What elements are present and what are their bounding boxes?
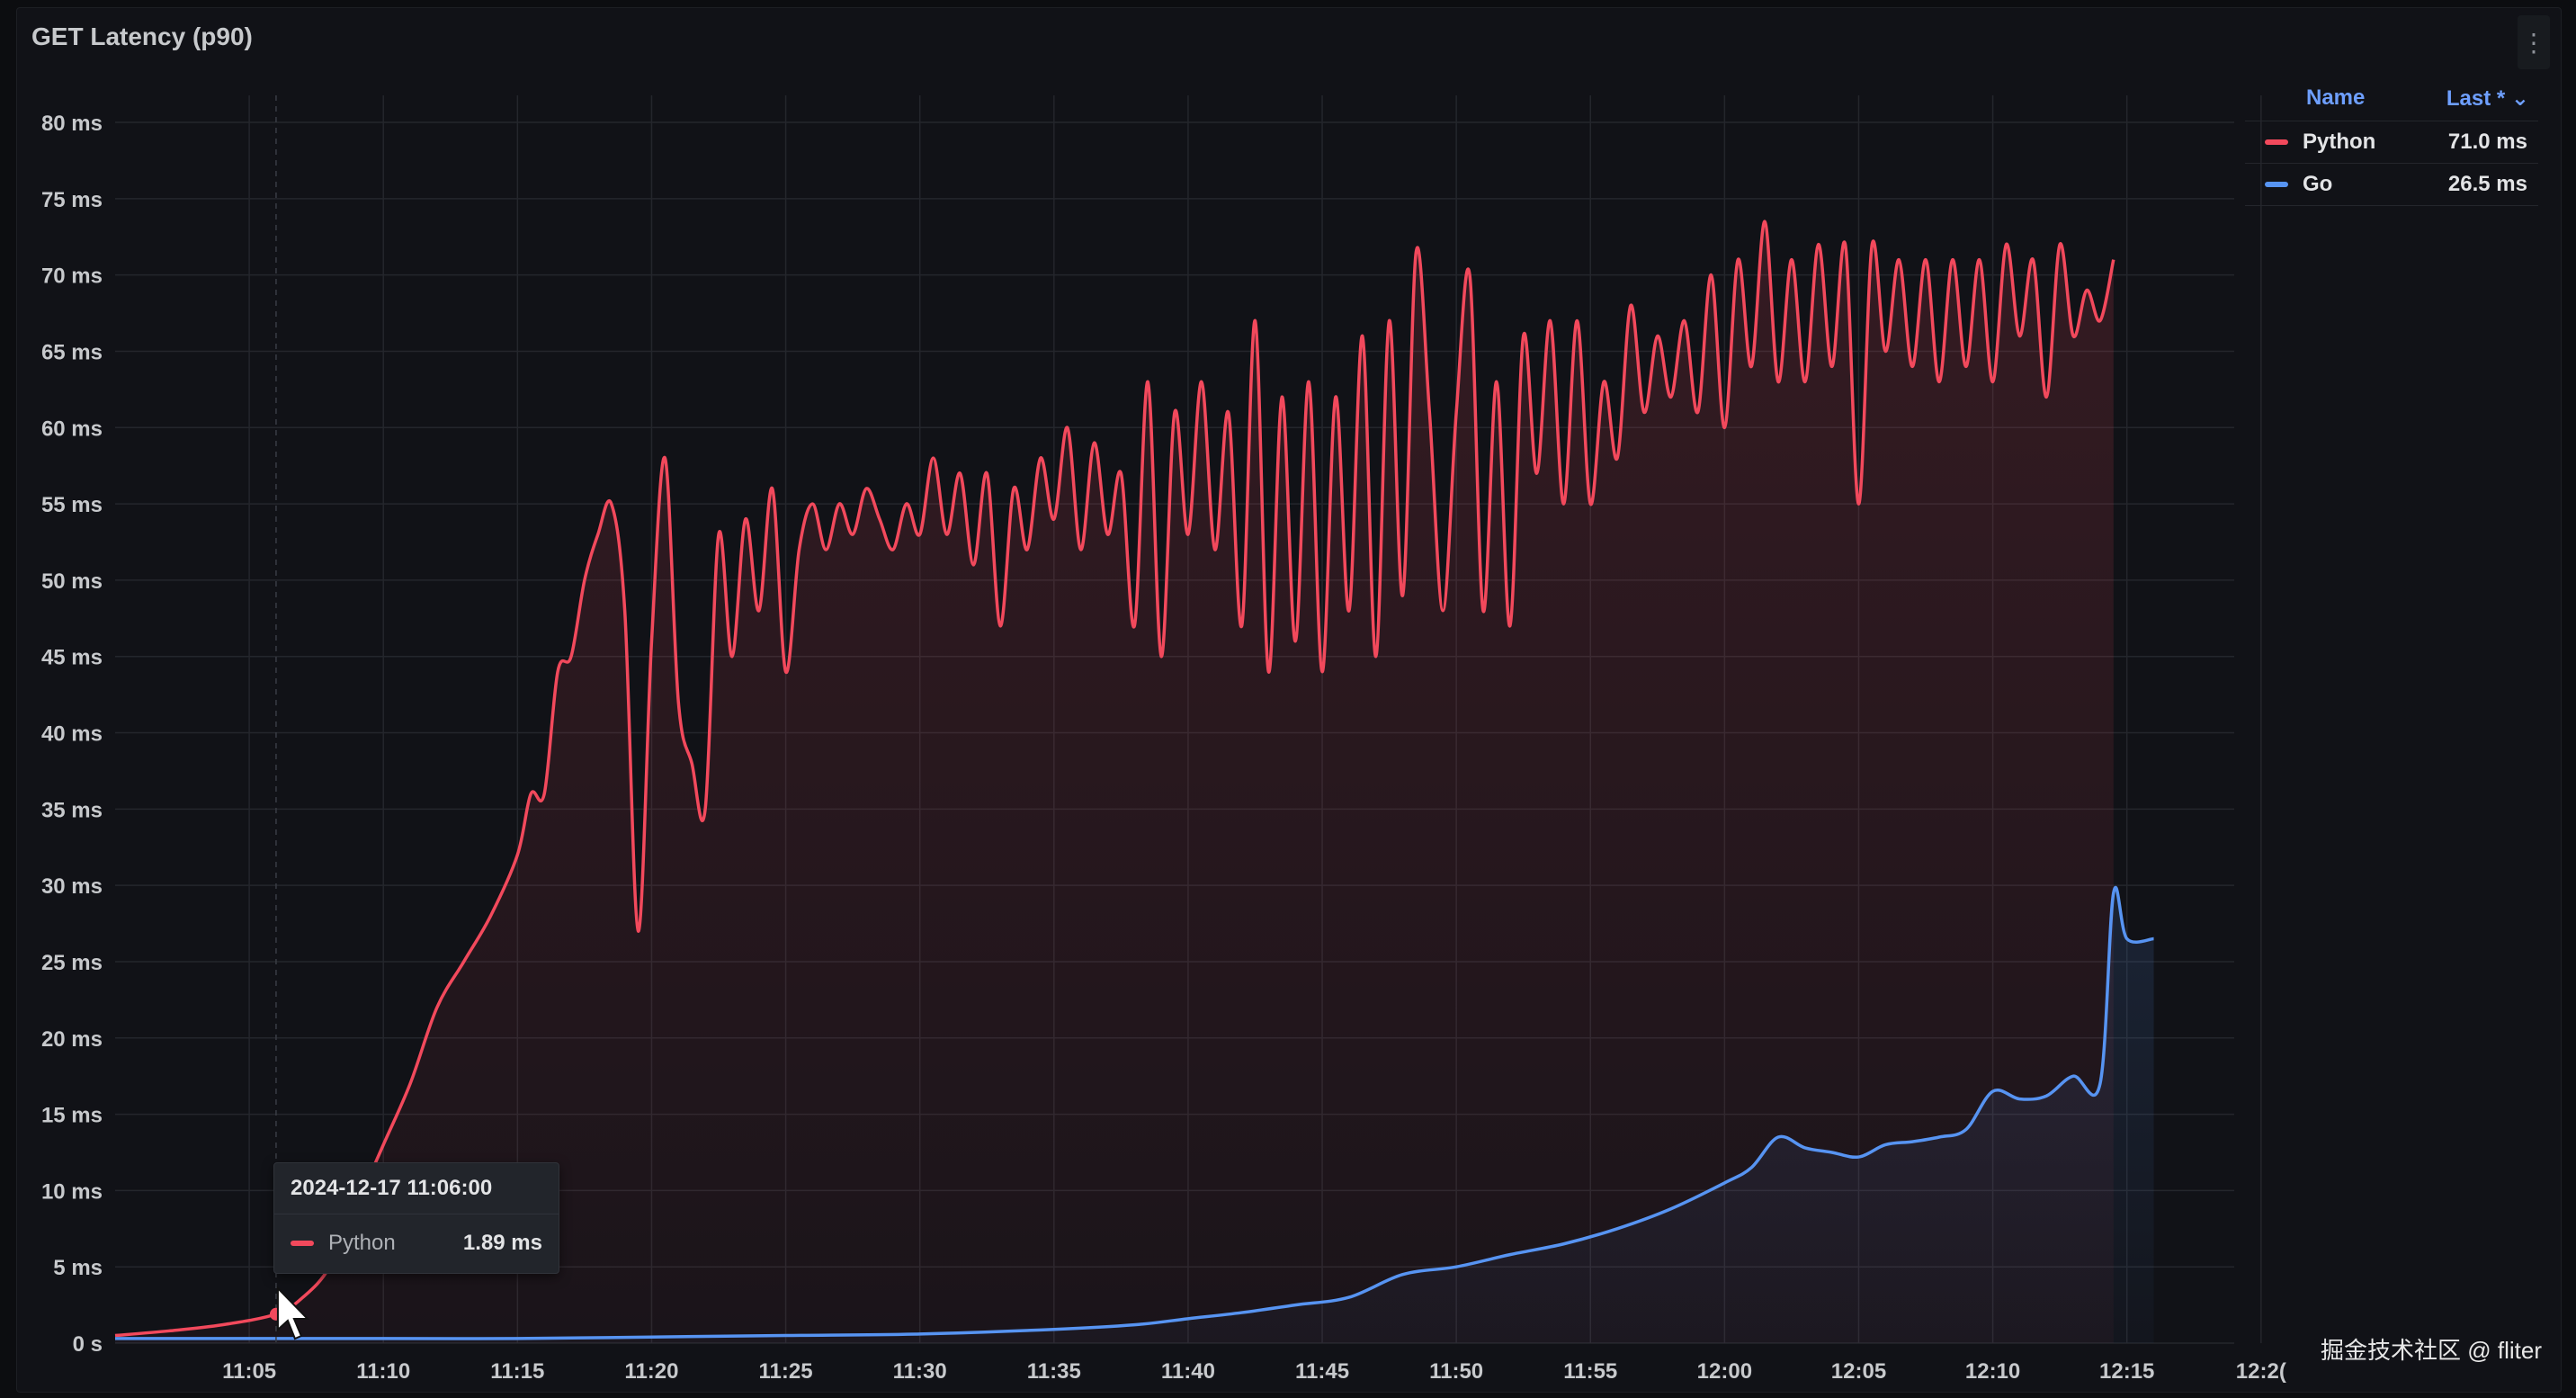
legend-series-last: 71.0 ms: [2447, 130, 2527, 154]
x-tick-label: 12:2(: [2236, 1359, 2286, 1384]
go-color-swatch: [2265, 182, 2288, 187]
python-color-swatch: [2265, 139, 2288, 145]
hover-tooltip: 2024-12-17 11:06:00 Python 1.89 ms: [273, 1162, 559, 1274]
y-tick-label: 80 ms: [41, 112, 103, 136]
y-tick-label: 20 ms: [41, 1027, 103, 1052]
y-tick-label: 45 ms: [41, 646, 103, 670]
x-tick-label: 11:20: [624, 1359, 678, 1384]
x-tick-label: 11:05: [222, 1359, 276, 1384]
y-tick-label: 55 ms: [41, 493, 103, 517]
series-area-python: [115, 221, 2114, 1343]
legend: Name Last * ⌄ Python 71.0 ms Go 26.5 ms: [2245, 76, 2538, 206]
panel-menu-button[interactable]: ⋮: [2518, 15, 2550, 69]
x-tick-label: 11:50: [1429, 1359, 1483, 1384]
x-tick-label: 11:25: [759, 1359, 813, 1384]
legend-row-python[interactable]: Python 71.0 ms: [2245, 121, 2538, 164]
legend-series-last: 26.5 ms: [2447, 172, 2527, 196]
series-area-go: [115, 887, 2154, 1343]
x-tick-label: 11:30: [893, 1359, 947, 1384]
x-tick-label: 12:15: [2099, 1359, 2154, 1384]
series-line-python: [114, 220, 2115, 1338]
y-tick-label: 10 ms: [41, 1179, 103, 1204]
tooltip-time: 2024-12-17 11:06:00: [274, 1163, 559, 1214]
y-tick-label: 60 ms: [41, 417, 103, 441]
tooltip-color-swatch: [291, 1241, 314, 1246]
legend-row-go[interactable]: Go 26.5 ms: [2245, 164, 2538, 206]
tooltip-series-value: 1.89 ms: [462, 1231, 542, 1255]
x-tick-label: 12:10: [1965, 1359, 2020, 1384]
y-tick-label: 30 ms: [41, 874, 103, 899]
y-tick-label: 75 ms: [41, 188, 103, 212]
x-tick-label: 11:35: [1027, 1359, 1081, 1384]
legend-last-header[interactable]: Last * ⌄: [2446, 85, 2529, 111]
tooltip-row: Python 1.89 ms: [274, 1214, 559, 1272]
legend-series-name: Go: [2303, 172, 2333, 196]
series-line-go: [114, 885, 2154, 1340]
y-tick-label: 65 ms: [41, 340, 103, 364]
x-tick-label: 11:10: [356, 1359, 410, 1384]
x-tick-label: 11:45: [1295, 1359, 1349, 1384]
x-tick-label: 11:55: [1563, 1359, 1617, 1384]
y-tick-label: 50 ms: [41, 569, 103, 594]
y-tick-label: 15 ms: [41, 1104, 103, 1128]
y-tick-label: 70 ms: [41, 264, 103, 289]
y-tick-label: 25 ms: [41, 951, 103, 975]
y-tick-label: 0 s: [73, 1332, 103, 1357]
x-tick-label: 11:15: [490, 1359, 544, 1384]
y-tick-label: 40 ms: [41, 722, 103, 747]
tooltip-series-name: Python: [328, 1231, 396, 1255]
x-tick-label: 11:40: [1161, 1359, 1215, 1384]
y-tick-label: 35 ms: [41, 798, 103, 822]
more-vertical-icon: ⋮: [2521, 28, 2546, 57]
mouse-cursor-icon: [276, 1286, 310, 1340]
x-tick-label: 12:05: [1831, 1359, 1886, 1384]
x-tick-label: 12:00: [1697, 1359, 1752, 1384]
watermark: 掘金技术社区 @ fliter: [2321, 1337, 2542, 1364]
panel-title: GET Latency (p90): [31, 22, 253, 50]
legend-series-name: Python: [2303, 130, 2376, 154]
legend-name-header[interactable]: Name: [2306, 85, 2366, 110]
y-tick-label: 5 ms: [53, 1256, 103, 1280]
legend-header: Name Last * ⌄: [2245, 76, 2538, 121]
